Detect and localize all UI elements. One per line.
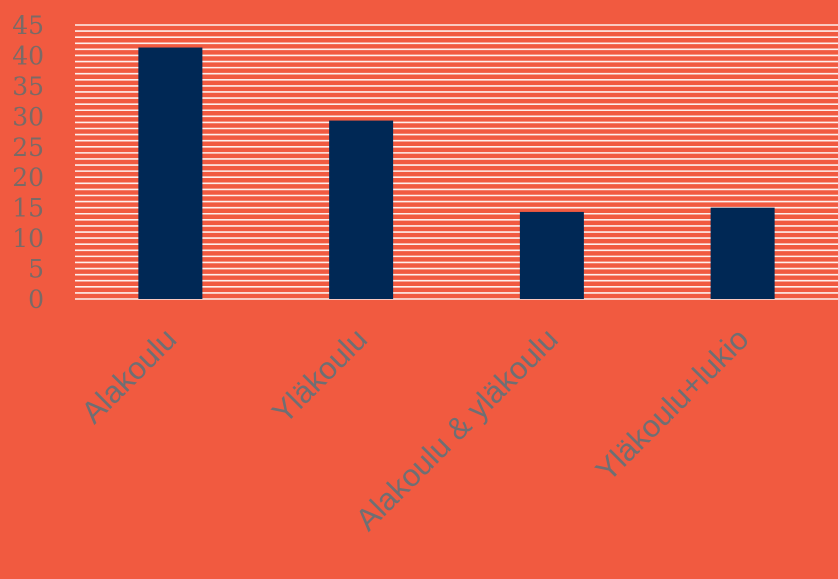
x-tick-label: Alakoulu & yläkoulu	[349, 321, 565, 537]
bar-3	[519, 211, 584, 299]
y-tick-label: 45	[12, 11, 44, 40]
bar-2	[329, 120, 394, 300]
bar-1	[138, 47, 203, 300]
y-tick-label: 5	[28, 255, 44, 284]
y-tick-label: 20	[12, 163, 44, 192]
y-tick-label: 30	[12, 102, 44, 131]
bar-4	[710, 207, 775, 299]
x-tick-label: Alakoulu	[74, 321, 183, 430]
x-tick-label: Yläkoulu+lukio	[589, 321, 756, 488]
y-tick-label: 40	[12, 41, 44, 70]
y-tick-label: 10	[12, 224, 44, 253]
x-tick-label: Yläkoulu	[265, 321, 374, 430]
y-tick-label: 15	[12, 194, 44, 223]
bars	[138, 47, 775, 300]
y-tick-label: 0	[28, 285, 44, 314]
y-tick-label: 35	[12, 72, 44, 101]
y-tick-label: 25	[12, 133, 44, 162]
